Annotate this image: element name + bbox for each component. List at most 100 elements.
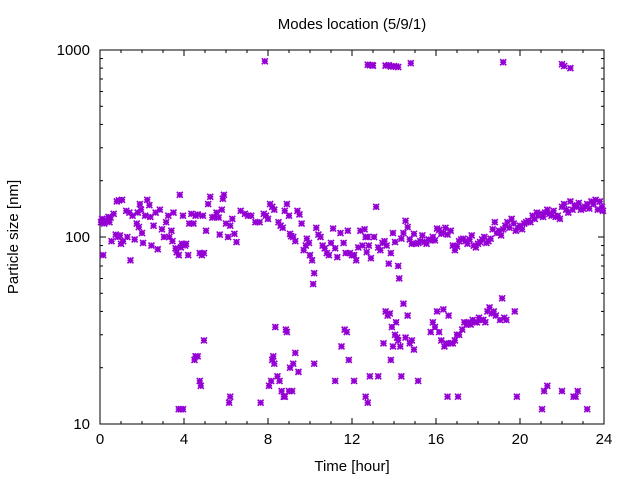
- data-point: [429, 318, 437, 326]
- data-point: [178, 240, 186, 248]
- data-point: [439, 305, 447, 313]
- data-point: [394, 336, 402, 344]
- data-point: [489, 225, 497, 233]
- data-point: [116, 231, 124, 239]
- data-point: [387, 356, 395, 364]
- data-point: [364, 399, 372, 407]
- data-point: [308, 256, 316, 264]
- data-point: [467, 321, 475, 329]
- data-point: [513, 393, 521, 401]
- data-point: [564, 209, 572, 217]
- data-point: [329, 224, 337, 233]
- data-point: [516, 222, 524, 230]
- data-point: [485, 303, 494, 312]
- data-point: [219, 195, 227, 203]
- data-point: [502, 316, 510, 324]
- data-point: [401, 333, 410, 342]
- data-point: [345, 356, 353, 364]
- data-point: [392, 318, 400, 326]
- data-point: [382, 62, 390, 70]
- data-point: [385, 260, 393, 268]
- data-point: [287, 232, 295, 240]
- data-point: [241, 210, 249, 218]
- data-point: [592, 196, 600, 204]
- data-point: [490, 307, 498, 315]
- data-point: [431, 236, 439, 244]
- data-point: [274, 218, 283, 226]
- data-point: [285, 387, 293, 395]
- data-point: [204, 200, 212, 208]
- data-point: [466, 235, 474, 244]
- data-point: [393, 333, 401, 342]
- data-point: [596, 197, 604, 205]
- data-point: [408, 240, 416, 248]
- data-point: [218, 206, 226, 214]
- data-point: [100, 219, 108, 228]
- data-point: [283, 200, 291, 208]
- data-point: [431, 323, 439, 331]
- data-point: [275, 377, 284, 385]
- data-point: [363, 248, 371, 256]
- data-point: [397, 235, 405, 243]
- data-point: [283, 328, 291, 336]
- data-point: [531, 215, 539, 223]
- data-point: [228, 215, 236, 223]
- data-point: [540, 387, 548, 395]
- data-point: [445, 312, 453, 320]
- data-point: [350, 251, 358, 259]
- data-point: [389, 229, 397, 237]
- data-point: [573, 203, 581, 211]
- data-point: [389, 342, 397, 350]
- data-point: [167, 227, 175, 235]
- data-point: [501, 222, 509, 230]
- data-point: [397, 372, 405, 380]
- data-point: [126, 256, 135, 264]
- data-point: [137, 206, 145, 214]
- data-point: [451, 246, 459, 254]
- data-point: [222, 219, 230, 228]
- data-point: [350, 377, 358, 385]
- data-point: [264, 215, 272, 223]
- data-point: [366, 372, 374, 380]
- data-point: [187, 210, 195, 218]
- data-point: [210, 213, 219, 221]
- data-point: [518, 225, 526, 233]
- data-point: [194, 352, 202, 360]
- data-point: [472, 243, 480, 251]
- data-point: [295, 210, 304, 219]
- data-point: [182, 240, 190, 248]
- plot-frame: [99, 49, 605, 425]
- data-point: [168, 237, 177, 245]
- data-point: [543, 206, 551, 214]
- data-point: [354, 243, 362, 251]
- data-point: [412, 240, 420, 248]
- data-point: [303, 235, 311, 243]
- data-point: [300, 246, 308, 254]
- y-axis-label: Particle size [nm]: [5, 180, 22, 294]
- data-point: [141, 212, 149, 220]
- data-point: [362, 393, 370, 401]
- data-point: [585, 204, 593, 213]
- data-point: [583, 405, 591, 413]
- data-point: [145, 201, 153, 209]
- data-point: [427, 328, 435, 336]
- data-point: [270, 206, 278, 214]
- x-tick-label: 0: [96, 431, 104, 448]
- data-point: [278, 387, 286, 395]
- data-point: [560, 200, 568, 208]
- data-point: [128, 212, 137, 220]
- data-point: [196, 377, 204, 385]
- data-point: [480, 233, 488, 241]
- data-point: [583, 200, 591, 208]
- data-point: [199, 212, 207, 220]
- data-point: [135, 223, 143, 231]
- data-point: [550, 207, 558, 215]
- data-point: [107, 237, 116, 245]
- data-point: [399, 300, 408, 308]
- data-point: [286, 364, 294, 372]
- data-point: [396, 342, 404, 350]
- y-tick-label: 1000: [57, 42, 90, 59]
- data-point: [503, 218, 511, 226]
- data-point: [437, 336, 445, 344]
- data-point: [406, 235, 414, 244]
